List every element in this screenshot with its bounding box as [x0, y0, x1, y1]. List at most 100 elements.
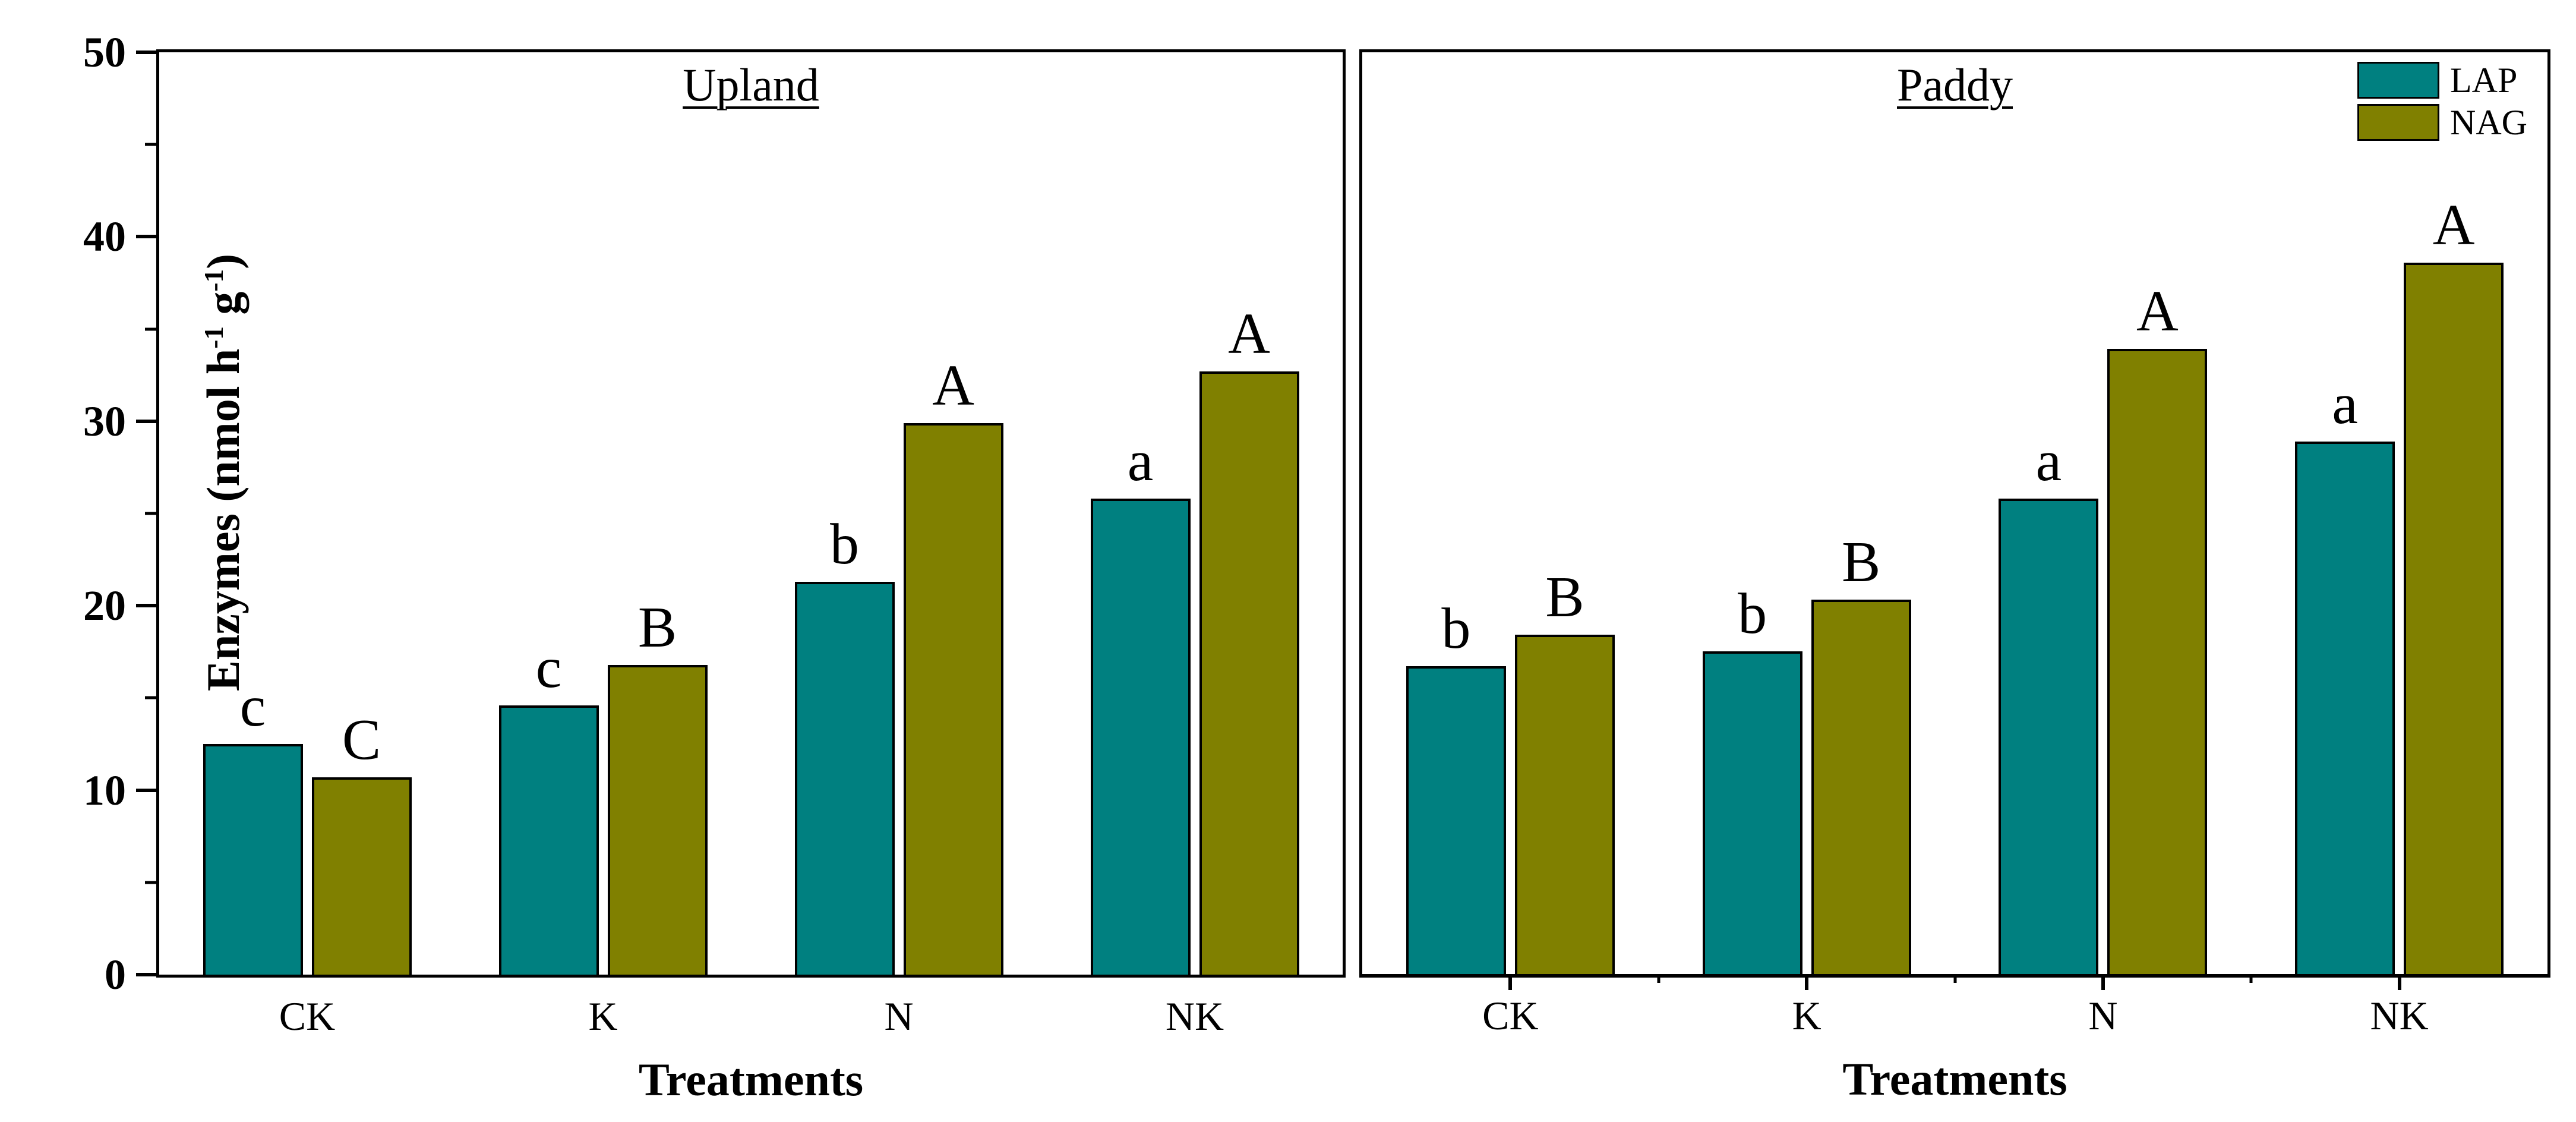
- significance-letter: a: [1127, 429, 1154, 494]
- bar-nag-k: [1811, 600, 1911, 974]
- bar-nag-k: [607, 664, 708, 975]
- y-tick-label: 50: [83, 29, 126, 76]
- legend-swatch-nag: [2357, 104, 2439, 141]
- bar-column: A: [1199, 52, 1299, 975]
- x-major-tick: [2101, 974, 2105, 990]
- x-minor-tick: [1953, 974, 1956, 983]
- bar-lap-ck: [203, 744, 303, 975]
- bar-nag-n: [2107, 349, 2208, 974]
- bar-column: c: [203, 52, 303, 975]
- legend-item-lap: LAP: [2357, 62, 2527, 99]
- bar-column: b: [794, 52, 895, 975]
- y-major-tick: [136, 973, 156, 976]
- x-tick-label-k: K: [1792, 993, 1821, 1038]
- x-tick-label-n: N: [884, 994, 914, 1039]
- y-minor-tick: [145, 327, 156, 331]
- bar-lap-k: [498, 705, 599, 975]
- x-tick-label-n: N: [2088, 993, 2118, 1038]
- x-tick-labels-upland: CK K N NK: [159, 996, 1343, 1036]
- y-major-tick: [136, 235, 156, 239]
- x-tick-label-ck: CK: [1482, 993, 1539, 1038]
- significance-letter: b: [1441, 596, 1471, 661]
- legend: LAP NAG: [2357, 62, 2527, 141]
- bar-column: B: [1514, 52, 1615, 974]
- legend-item-nag: NAG: [2357, 104, 2527, 141]
- x-minor-tick: [1657, 974, 1660, 983]
- bar-column: a: [2295, 52, 2395, 974]
- bar-lap-n: [794, 581, 895, 975]
- x-tick-label-k: K: [588, 994, 618, 1039]
- y-major-tick: [136, 788, 156, 792]
- bar-lap-n: [1999, 498, 2099, 974]
- significance-letter: b: [1738, 582, 1767, 647]
- bar-nag-nk: [1199, 371, 1299, 975]
- bar-lap-k: [1702, 651, 1802, 974]
- x-axis-title-upland: Treatments: [638, 1054, 864, 1105]
- x-major-tick: [1805, 974, 1809, 990]
- significance-letter: B: [1841, 530, 1881, 595]
- y-major-tick: [136, 51, 156, 54]
- significance-letter: B: [1545, 565, 1584, 630]
- y-tick-label: 40: [83, 213, 126, 261]
- x-tick-label-nk: NK: [2370, 993, 2429, 1038]
- significance-letter: c: [535, 635, 562, 700]
- significance-letter: A: [1228, 302, 1270, 366]
- y-tick-label: 10: [83, 766, 126, 814]
- bar-column: c: [498, 52, 599, 975]
- y-minor-tick: [145, 696, 156, 699]
- bar-lap-ck: [1406, 666, 1506, 974]
- bar-nag-ck: [1514, 635, 1615, 974]
- bar-column: C: [311, 52, 412, 975]
- bar-column: b: [1702, 52, 1802, 974]
- significance-letter: a: [2035, 428, 2062, 493]
- x-axis-ticks-paddy: [1362, 974, 2547, 998]
- bar-column: a: [1090, 52, 1191, 975]
- y-minor-tick: [145, 881, 156, 884]
- bar-column: A: [2107, 52, 2208, 974]
- bar-nag-ck: [311, 777, 412, 975]
- y-minor-tick: [145, 143, 156, 146]
- significance-letter: A: [932, 353, 974, 418]
- significance-letter: A: [2432, 193, 2475, 257]
- significance-letter: A: [2136, 279, 2179, 344]
- bar-column: a: [1999, 52, 2099, 974]
- legend-swatch-lap: [2357, 62, 2439, 99]
- x-tick-labels-paddy: CK K N NK: [1362, 995, 2547, 1036]
- significance-letter: a: [2332, 371, 2358, 436]
- significance-letter: B: [637, 595, 677, 660]
- y-minor-tick: [145, 512, 156, 515]
- bar-column: B: [607, 52, 708, 975]
- x-tick-label-ck: CK: [279, 994, 336, 1039]
- bar-column: A: [2404, 52, 2504, 974]
- legend-label-lap: LAP: [2450, 61, 2518, 100]
- y-major-tick: [136, 419, 156, 423]
- bar-column: A: [903, 52, 1003, 975]
- x-tick-label-nk: NK: [1165, 994, 1224, 1039]
- y-tick-label: 30: [83, 397, 126, 445]
- x-major-tick: [2397, 974, 2401, 990]
- bar-column: b: [1406, 52, 1506, 974]
- x-minor-tick: [2249, 974, 2253, 983]
- bar-nag-n: [903, 423, 1003, 975]
- bar-lap-nk: [2295, 441, 2395, 974]
- y-tick-label: 20: [83, 582, 126, 630]
